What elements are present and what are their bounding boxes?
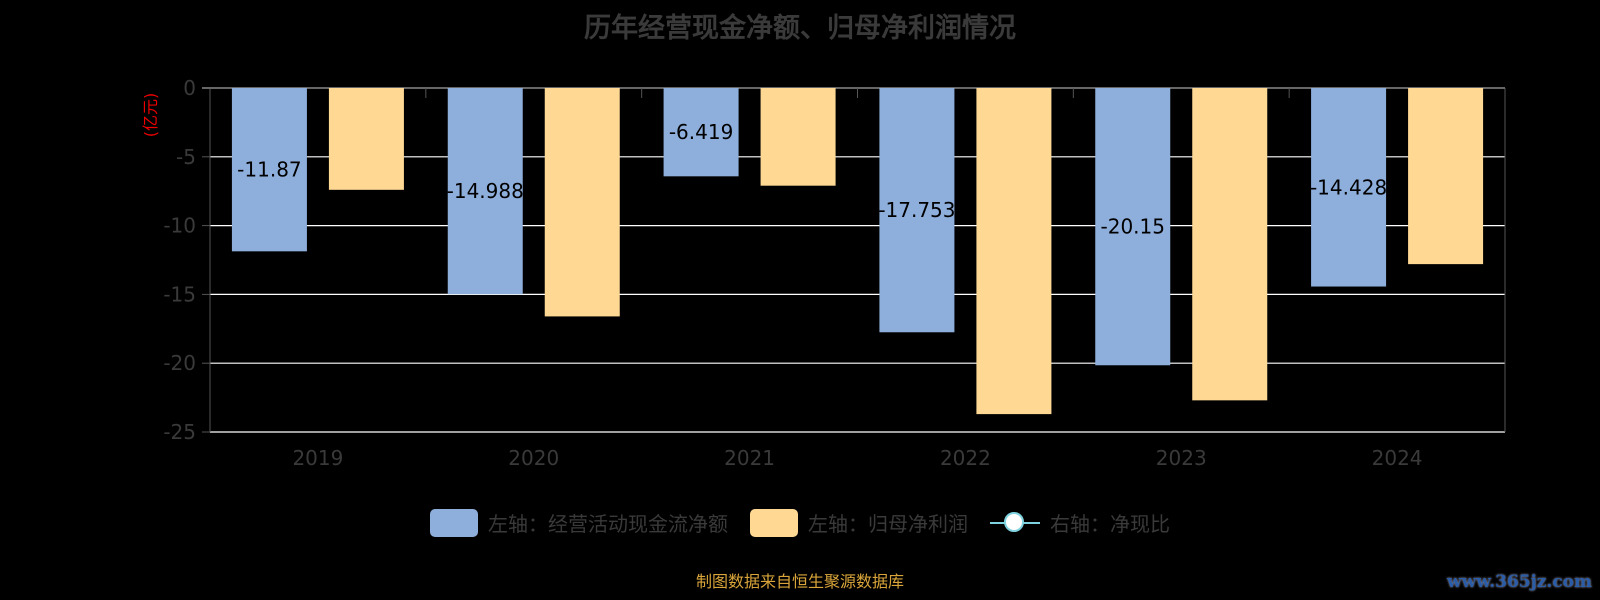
bar-netprofit	[760, 88, 836, 186]
y-tick-label: 0	[183, 76, 196, 100]
data-label: -20.15	[1101, 215, 1165, 239]
legend-label: 左轴：归母净利润	[808, 512, 968, 536]
bar-cashflow	[879, 88, 955, 333]
data-label: -11.87	[237, 158, 301, 182]
x-tick-label: 2020	[508, 446, 559, 470]
bar-netprofit	[976, 88, 1052, 415]
bar-netprofit	[1192, 88, 1268, 401]
y-tick-label: -5	[176, 145, 196, 169]
legend-swatch-yellow	[750, 508, 798, 537]
legend-item-netprofit[interactable]: 左轴：归母净利润	[750, 508, 968, 537]
data-label: -14.428	[1310, 175, 1387, 199]
legend-label: 左轴：经营活动现金流净额	[488, 512, 728, 536]
chart-title: 历年经营现金净额、归母净利润情况	[584, 13, 1016, 44]
y-tick-label: -15	[163, 282, 196, 306]
x-tick-label: 2019	[292, 446, 343, 470]
bar-cashflow	[1311, 88, 1387, 287]
data-label: -14.988	[447, 179, 524, 203]
data-label: -17.753	[878, 198, 955, 222]
bar-netprofit	[544, 88, 620, 317]
legend: 左轴：经营活动现金流净额 左轴：归母净利润 右轴：净现比	[0, 508, 1600, 537]
legend-item-ratio[interactable]: 右轴：净现比	[990, 508, 1170, 537]
legend-label: 右轴：净现比	[1050, 512, 1170, 536]
legend-item-cashflow[interactable]: 左轴：经营活动现金流净额	[430, 508, 728, 537]
x-tick-label: 2021	[724, 446, 775, 470]
x-tick-label: 2023	[1156, 446, 1207, 470]
data-source-note: 制图数据来自恒生聚源数据库	[695, 572, 904, 591]
legend-line-marker-icon	[990, 509, 1040, 537]
bar-cashflow	[1095, 88, 1171, 366]
bar-cashflow	[447, 88, 523, 295]
x-tick-label: 2022	[940, 446, 991, 470]
legend-swatch-blue	[430, 508, 478, 537]
data-label: -6.419	[669, 120, 733, 144]
bar-cashflow	[231, 88, 307, 252]
bar-netprofit	[1408, 88, 1484, 265]
y-tick-label: -25	[163, 420, 196, 444]
watermark: www.365jz.com	[1447, 572, 1592, 592]
bar-netprofit	[328, 88, 404, 190]
y-tick-label: -20	[163, 351, 196, 375]
x-tick-label: 2024	[1372, 446, 1423, 470]
bar-cashflow	[663, 88, 739, 177]
y-axis-label: (亿元)	[141, 93, 160, 138]
y-tick-label: -10	[163, 214, 196, 238]
